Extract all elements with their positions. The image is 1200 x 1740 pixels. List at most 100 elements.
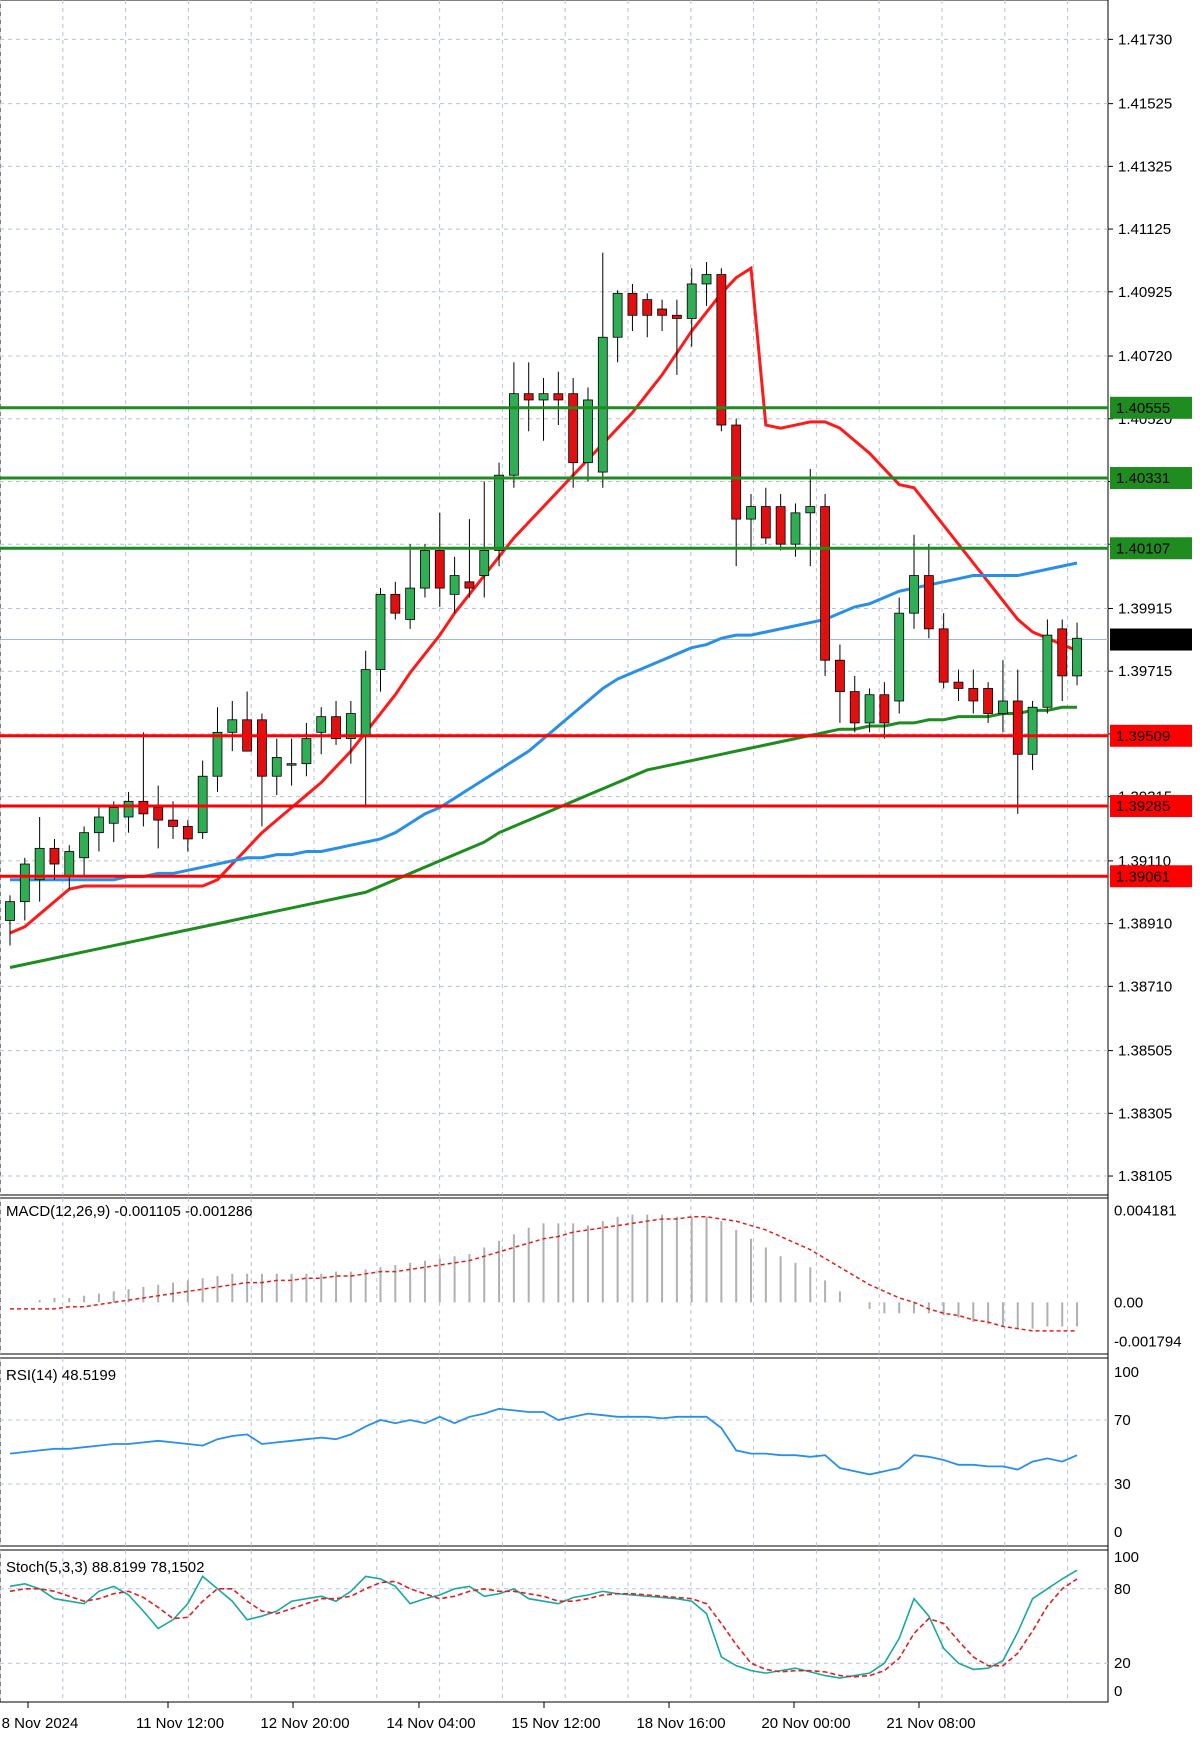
candle[interactable] bbox=[331, 700, 341, 745]
candle[interactable] bbox=[538, 378, 549, 441]
candle-body bbox=[1012, 700, 1023, 755]
candle[interactable] bbox=[108, 801, 119, 843]
candle-body bbox=[375, 593, 386, 671]
candle[interactable] bbox=[597, 252, 608, 488]
candle-body bbox=[420, 550, 430, 589]
candle[interactable] bbox=[316, 707, 327, 755]
candle[interactable] bbox=[672, 299, 682, 375]
candle[interactable] bbox=[49, 838, 60, 880]
candle[interactable] bbox=[553, 371, 564, 426]
candle[interactable] bbox=[716, 268, 727, 432]
candle[interactable] bbox=[197, 760, 208, 839]
candle[interactable] bbox=[375, 588, 386, 692]
candle[interactable] bbox=[983, 682, 994, 723]
candle[interactable] bbox=[923, 544, 934, 639]
candle[interactable] bbox=[479, 481, 490, 598]
candle[interactable] bbox=[34, 816, 45, 902]
candle[interactable] bbox=[612, 290, 623, 363]
candle-body bbox=[879, 694, 890, 724]
candle[interactable] bbox=[182, 820, 193, 852]
candle[interactable] bbox=[686, 268, 697, 347]
candle[interactable] bbox=[583, 387, 593, 482]
price-tick-label: 1.38305 bbox=[1118, 1105, 1172, 1122]
level-label: 1.40107 bbox=[1116, 540, 1170, 557]
candle[interactable] bbox=[701, 261, 712, 306]
candle[interactable] bbox=[642, 293, 653, 338]
candle[interactable] bbox=[227, 700, 238, 752]
candle[interactable] bbox=[775, 494, 786, 551]
candle[interactable] bbox=[123, 791, 134, 833]
candle-body bbox=[153, 807, 164, 821]
candle[interactable] bbox=[731, 418, 742, 567]
candle[interactable] bbox=[168, 801, 178, 839]
candle[interactable] bbox=[449, 556, 460, 614]
candle-body bbox=[345, 713, 356, 740]
grid bbox=[0, 0, 1108, 1702]
candle[interactable] bbox=[820, 494, 830, 676]
candle[interactable] bbox=[849, 675, 860, 733]
candle[interactable] bbox=[508, 362, 519, 488]
macd-histogram bbox=[38, 1214, 1079, 1329]
candle-body bbox=[494, 474, 504, 551]
candle[interactable] bbox=[746, 494, 756, 551]
price-tick-label: 1.40925 bbox=[1118, 284, 1172, 301]
candle[interactable] bbox=[953, 669, 964, 701]
candle-body bbox=[953, 681, 964, 689]
candle[interactable] bbox=[1072, 622, 1082, 686]
time-axis-label: 20 Nov 00:00 bbox=[761, 1715, 850, 1732]
candle[interactable] bbox=[138, 732, 149, 827]
candle-body bbox=[686, 283, 697, 319]
candle[interactable] bbox=[835, 644, 845, 723]
candle-body bbox=[1057, 628, 1068, 677]
candle[interactable] bbox=[301, 722, 312, 777]
rsi-tick-label: 100 bbox=[1114, 1364, 1139, 1381]
time-axis-label: 15 Nov 12:00 bbox=[511, 1715, 600, 1732]
level-label: 1.40555 bbox=[1116, 400, 1170, 417]
candle[interactable] bbox=[864, 688, 875, 733]
candle[interactable] bbox=[257, 713, 267, 827]
candle-body bbox=[998, 700, 1008, 714]
candle[interactable] bbox=[938, 613, 949, 689]
candle[interactable] bbox=[568, 378, 579, 488]
candle[interactable] bbox=[286, 738, 297, 786]
candle[interactable] bbox=[94, 807, 104, 852]
candles bbox=[5, 252, 1082, 946]
candle[interactable] bbox=[405, 544, 416, 629]
stoch-k-line bbox=[9, 1569, 1078, 1679]
candle-body bbox=[79, 832, 89, 859]
candle-body bbox=[672, 314, 682, 319]
candle[interactable] bbox=[805, 468, 816, 567]
candle-body bbox=[182, 826, 193, 840]
candle[interactable] bbox=[390, 581, 401, 620]
candle[interactable] bbox=[879, 682, 890, 739]
candle[interactable] bbox=[79, 826, 89, 877]
candle[interactable] bbox=[345, 700, 356, 764]
candle[interactable] bbox=[657, 299, 667, 331]
candle[interactable] bbox=[464, 519, 475, 598]
candle[interactable] bbox=[5, 895, 15, 946]
candle[interactable] bbox=[19, 857, 30, 921]
candle-body bbox=[760, 506, 771, 539]
price-tick-label: 1.41325 bbox=[1118, 158, 1172, 175]
candle[interactable] bbox=[212, 707, 223, 792]
candle[interactable] bbox=[271, 738, 282, 796]
stoch-tick-label: 100 bbox=[1114, 1549, 1139, 1566]
candle[interactable] bbox=[760, 487, 771, 545]
candle-body bbox=[627, 292, 638, 316]
candle[interactable] bbox=[894, 597, 905, 714]
candle-body bbox=[227, 719, 238, 733]
candle[interactable] bbox=[420, 544, 430, 598]
candle[interactable] bbox=[1057, 619, 1068, 701]
candle[interactable] bbox=[1042, 619, 1053, 714]
candle[interactable] bbox=[909, 534, 919, 629]
candle[interactable] bbox=[968, 669, 979, 714]
candle[interactable] bbox=[434, 512, 445, 607]
candle-body bbox=[805, 506, 816, 514]
candle[interactable] bbox=[1012, 669, 1023, 814]
candle[interactable] bbox=[627, 283, 638, 331]
candle[interactable] bbox=[998, 660, 1008, 733]
candle[interactable] bbox=[523, 362, 534, 432]
rsi-tick-label: 0 bbox=[1114, 1524, 1122, 1541]
candle[interactable] bbox=[153, 785, 164, 849]
